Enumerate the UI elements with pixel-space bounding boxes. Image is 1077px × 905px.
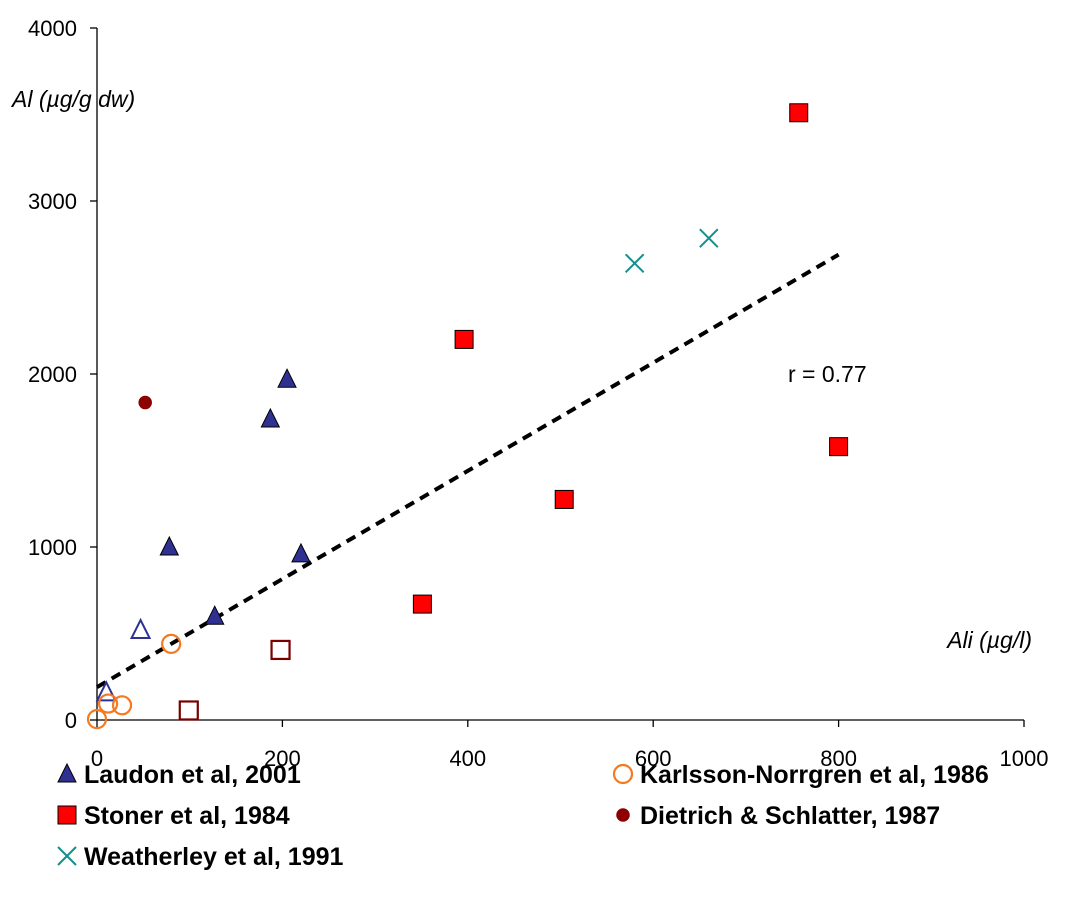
legend-label: Laudon et al, 2001 bbox=[84, 761, 301, 789]
legend-item-karlsson-norrgren-et-al-1986: Karlsson-Norrgren et al, 1986 bbox=[614, 761, 989, 789]
point-stoner-et-al-1984 bbox=[830, 438, 848, 456]
y-tick-label: 2000 bbox=[28, 362, 77, 387]
point-weatherley-et-al-1991 bbox=[626, 254, 644, 272]
x-tick-label: 400 bbox=[449, 746, 486, 771]
y-axis-title: Al (µg/g dw) bbox=[10, 86, 135, 112]
correlation-annotation: r = 0.77 bbox=[788, 361, 867, 387]
legend-marker bbox=[58, 847, 76, 865]
legend-marker bbox=[58, 806, 76, 824]
legend-item-weatherley-et-al-1991: Weatherley et al, 1991 bbox=[58, 843, 344, 871]
point-laudon-et-al-2001 bbox=[160, 537, 178, 555]
legend-item-dietrich-schlatter-1987: Dietrich & Schlatter, 1987 bbox=[616, 802, 940, 830]
y-tick-label: 3000 bbox=[28, 189, 77, 214]
point-stoner-et-al-1984 bbox=[413, 595, 431, 613]
legend-item-laudon-et-al-2001: Laudon et al, 2001 bbox=[58, 761, 301, 789]
point-laudon-et-al-2001-open bbox=[132, 620, 150, 638]
point-laudon-et-al-2001 bbox=[292, 544, 310, 562]
legend-label: Stoner et al, 1984 bbox=[84, 802, 290, 830]
legend-marker bbox=[614, 765, 632, 783]
point-karlsson-norrgren-et-al-1986 bbox=[113, 696, 131, 714]
y-tick-label: 1000 bbox=[28, 535, 77, 560]
point-dietrich-schlatter-1987 bbox=[138, 396, 152, 410]
point-laudon-et-al-2001 bbox=[261, 409, 279, 427]
legend-marker bbox=[616, 808, 630, 822]
y-tick-label: 4000 bbox=[28, 16, 77, 41]
legend-label: Karlsson-Norrgren et al, 1986 bbox=[640, 761, 989, 789]
legend-item-stoner-et-al-1984: Stoner et al, 1984 bbox=[58, 802, 290, 830]
legend: Laudon et al, 2001 Karlsson-Norrgren et a… bbox=[58, 761, 989, 871]
point-weatherley-et-al-1991 bbox=[700, 229, 718, 247]
point-stoner-et-al-1984 bbox=[555, 490, 573, 508]
legend-marker bbox=[58, 764, 76, 782]
axes bbox=[90, 28, 1024, 727]
y-tick-label: 0 bbox=[65, 708, 77, 733]
point-stoner-et-al-1984-open bbox=[272, 641, 290, 659]
data-points bbox=[88, 104, 848, 728]
x-axis-title: Ali (µg/l) bbox=[945, 627, 1032, 653]
x-tick-label: 1000 bbox=[1000, 746, 1049, 771]
legend-label: Weatherley et al, 1991 bbox=[84, 843, 344, 871]
point-stoner-et-al-1984 bbox=[455, 330, 473, 348]
legend-label: Dietrich & Schlatter, 1987 bbox=[640, 802, 940, 830]
point-stoner-et-al-1984 bbox=[790, 104, 808, 122]
point-stoner-et-al-1984-open bbox=[180, 701, 198, 719]
point-laudon-et-al-2001 bbox=[278, 369, 296, 387]
